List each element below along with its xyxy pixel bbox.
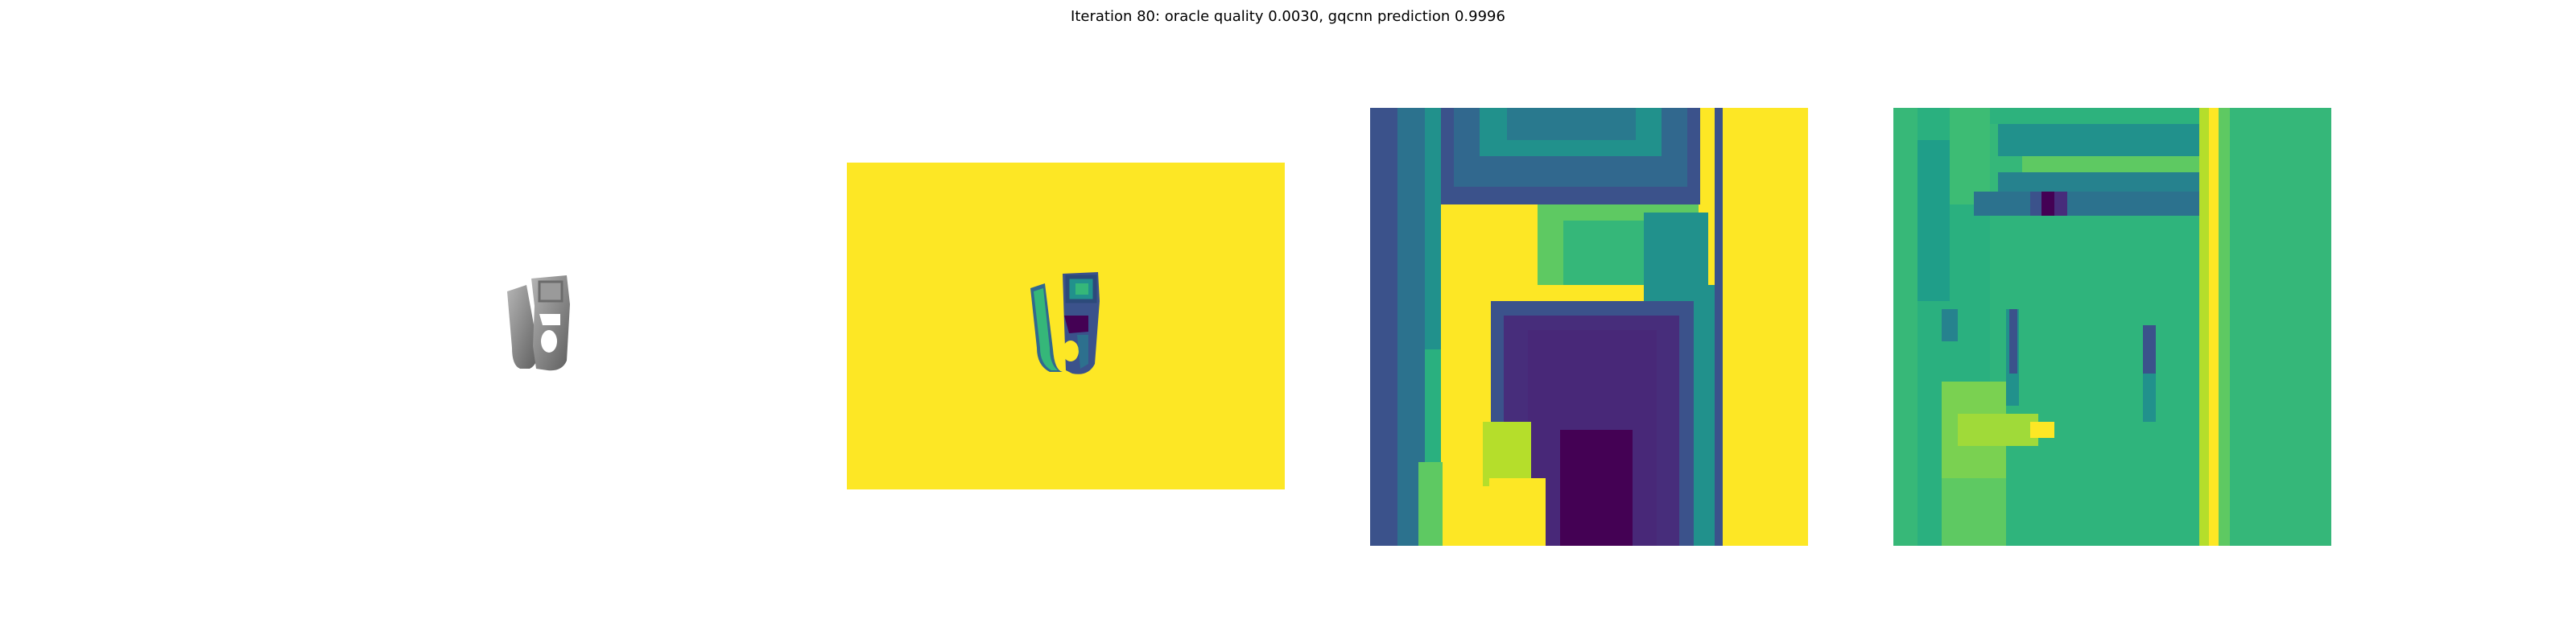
depth-image-panel xyxy=(847,163,1285,489)
cropped-gradient-image xyxy=(1893,108,2331,546)
rendered-object xyxy=(507,275,570,371)
cropped-depth-image xyxy=(1370,108,1808,546)
rgb-render-panel xyxy=(483,258,596,386)
cropped-gradient-panel xyxy=(1893,108,2331,546)
figure-title: Iteration 80: oracle quality 0.0030, gqc… xyxy=(1071,8,1505,25)
cropped-depth-panel xyxy=(1370,108,1808,546)
depth-image xyxy=(847,163,1285,489)
